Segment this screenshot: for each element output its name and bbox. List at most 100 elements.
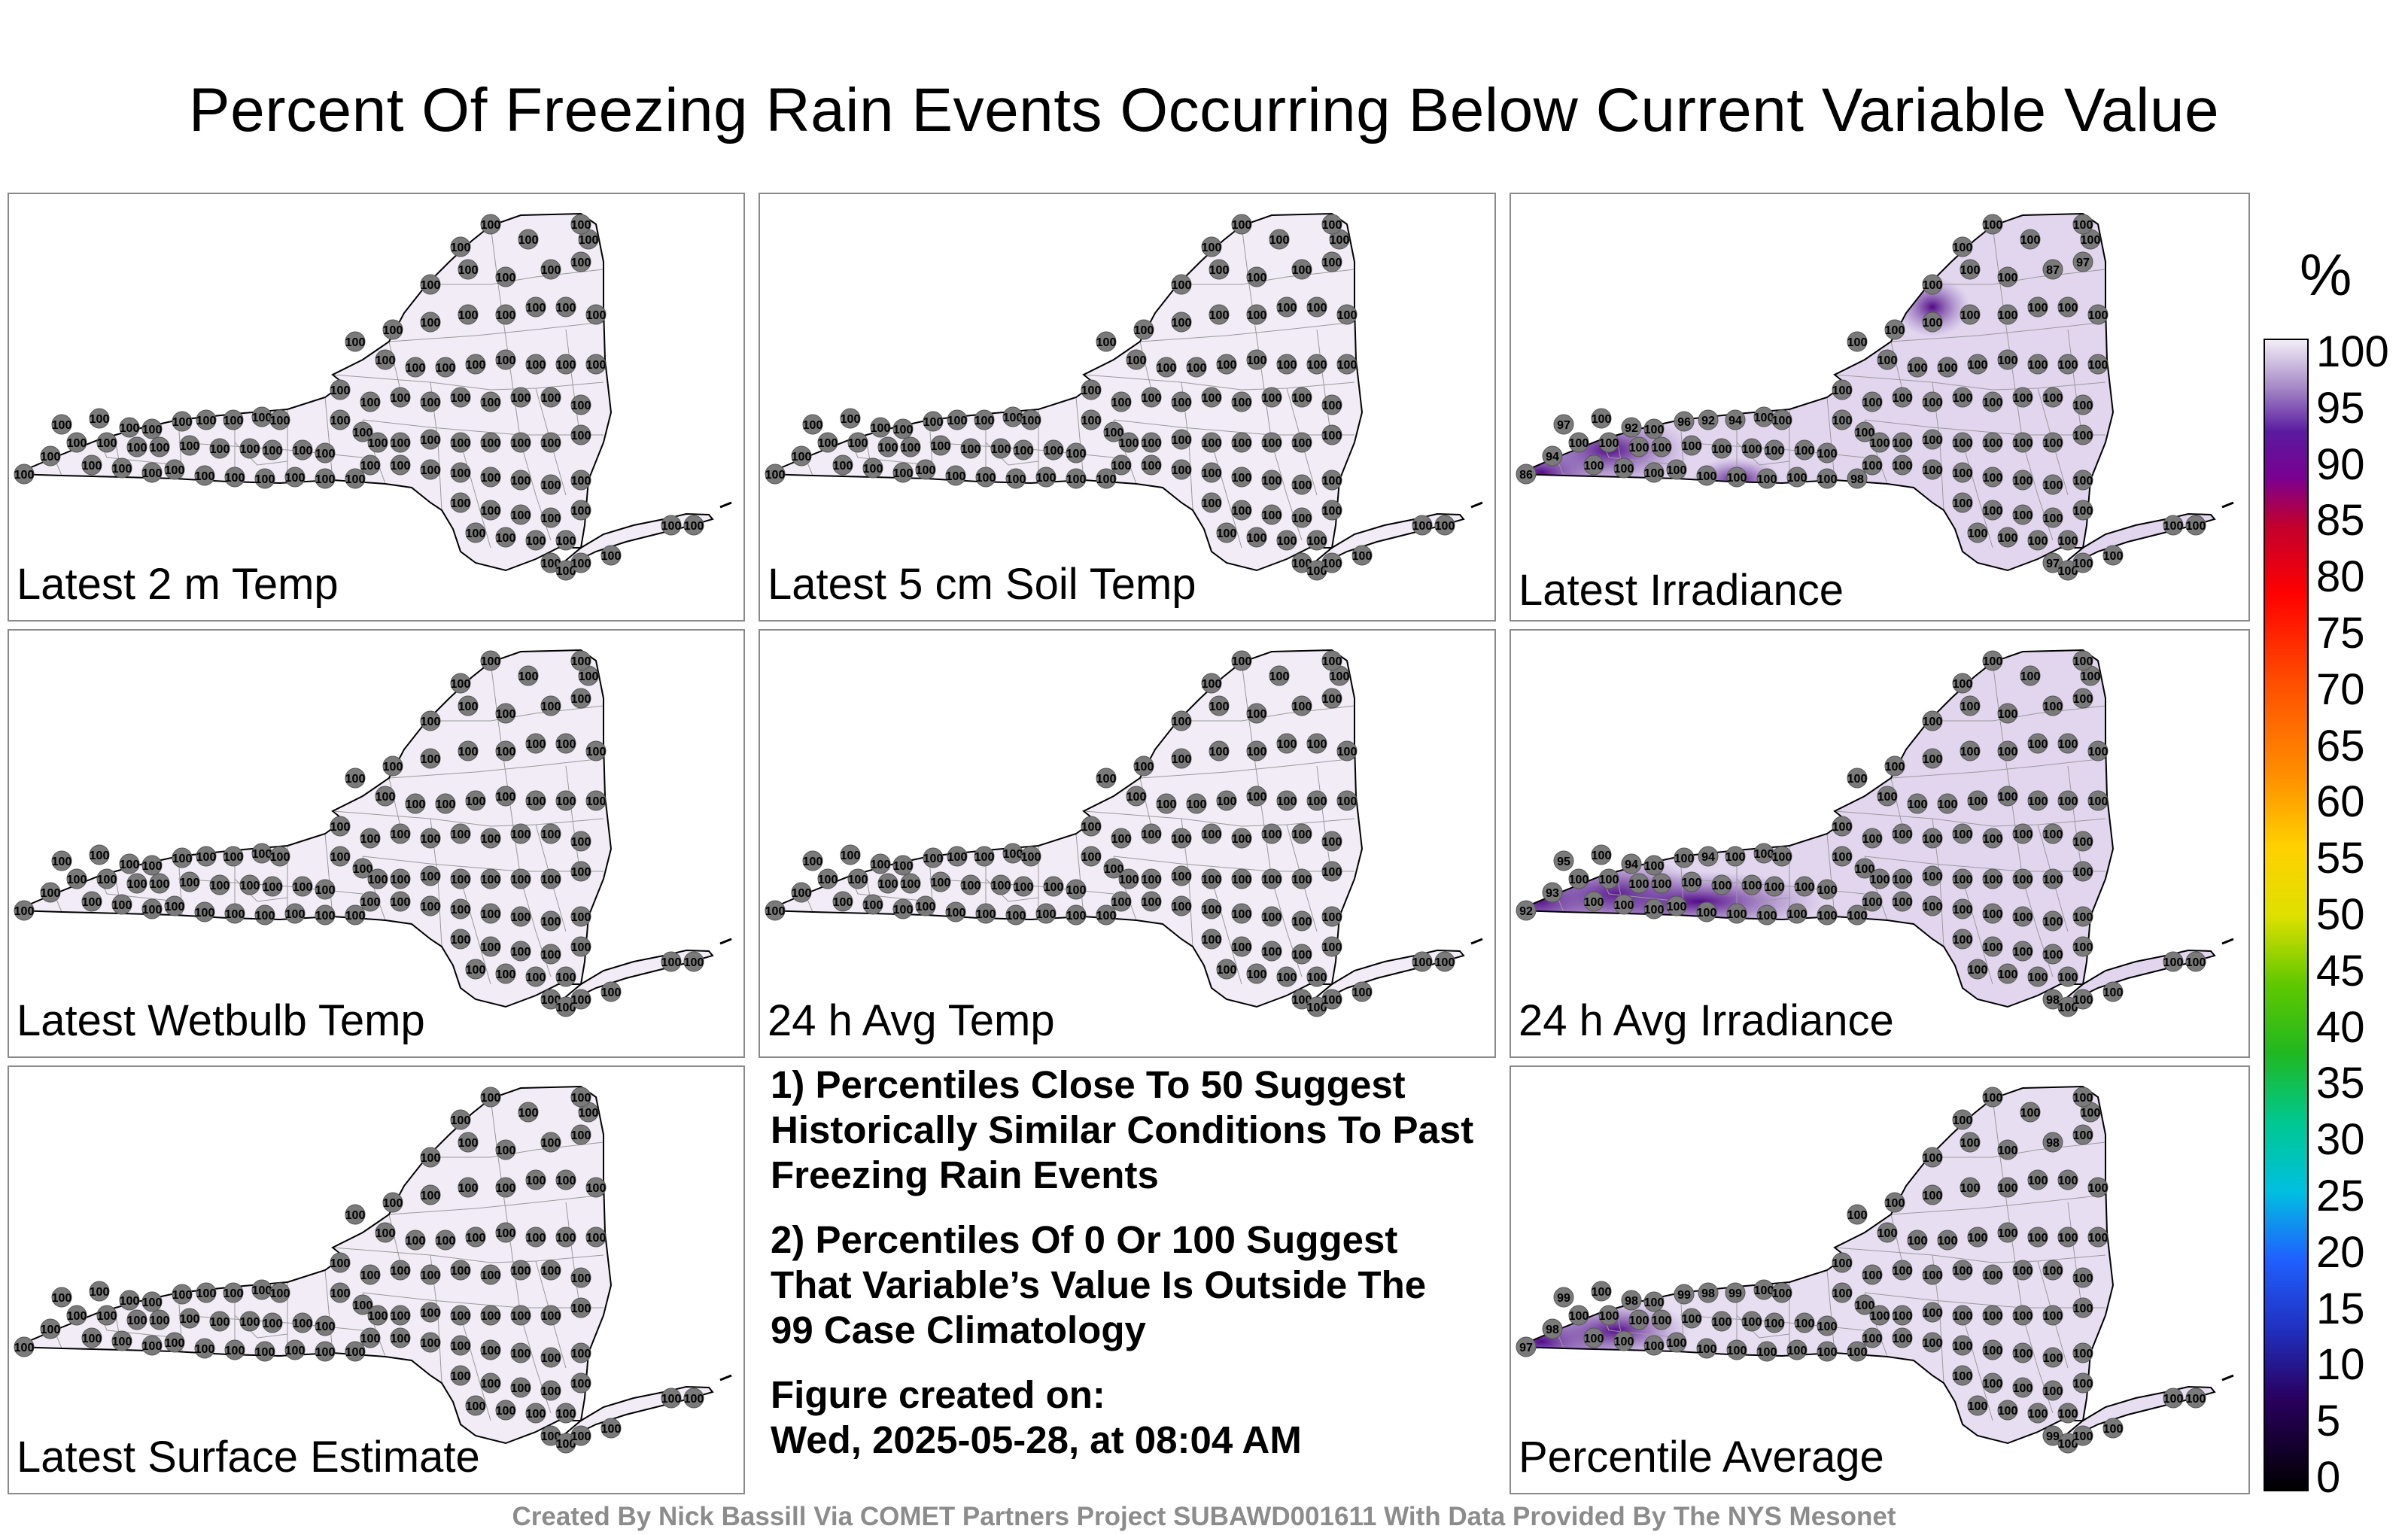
station-marker: 100 xyxy=(510,823,531,844)
station-marker: 100 xyxy=(832,454,853,476)
station-marker: 100 xyxy=(405,1230,426,1251)
station-marker: 100 xyxy=(367,868,388,889)
station-marker: 97 xyxy=(1553,414,1574,435)
station-marker: 100 xyxy=(1832,409,1853,430)
station-marker: 100 xyxy=(194,901,215,923)
station-value: 100 xyxy=(142,1340,163,1353)
station-value: 100 xyxy=(2073,400,2093,412)
station-marker: 100 xyxy=(555,1433,576,1454)
station-value: 100 xyxy=(421,716,441,728)
station-marker: 100 xyxy=(1892,1260,1913,1281)
station-marker: 100 xyxy=(600,981,622,1002)
station-value: 100 xyxy=(848,437,868,450)
station-marker: 100 xyxy=(284,1339,306,1360)
station-marker: 100 xyxy=(975,903,996,924)
station-marker: 100 xyxy=(2080,229,2101,250)
station-marker: 100 xyxy=(1854,1294,1875,1315)
colorbar-tick-label: 70 xyxy=(2316,664,2365,714)
station-value: 100 xyxy=(991,443,1011,456)
station-marker: 87 xyxy=(2042,259,2063,280)
station-value: 100 xyxy=(368,874,388,886)
station-marker: 100 xyxy=(1598,432,1619,453)
station-marker: 100 xyxy=(1020,409,1041,430)
station-marker: 100 xyxy=(900,436,921,457)
station-value: 100 xyxy=(2186,520,2206,533)
station-marker: 100 xyxy=(458,304,479,325)
station-marker: 100 xyxy=(1351,981,1373,1002)
station-marker: 100 xyxy=(1141,387,1162,408)
station-marker: 100 xyxy=(1133,755,1154,777)
station-value: 100 xyxy=(901,878,921,891)
station-value: 100 xyxy=(586,795,607,808)
station-value: 100 xyxy=(1104,427,1124,439)
station-value: 100 xyxy=(458,1137,479,1150)
station-marker: 100 xyxy=(480,936,501,957)
station-value: 100 xyxy=(1855,863,1875,876)
station-value: 100 xyxy=(1983,874,2003,886)
station-marker: 100 xyxy=(345,1204,366,1225)
station-marker: 100 xyxy=(1201,823,1222,844)
station-value: 100 xyxy=(2058,795,2078,808)
station-value: 100 xyxy=(391,874,411,886)
station-marker: 100 xyxy=(51,414,72,435)
station-marker: 100 xyxy=(1291,552,1312,573)
station-marker: 100 xyxy=(1081,816,1102,837)
station-value: 100 xyxy=(2103,550,2124,563)
station-value: 100 xyxy=(511,946,531,959)
station-value: 100 xyxy=(2013,475,2033,488)
station-value: 100 xyxy=(165,464,185,477)
station-marker: 100 xyxy=(1261,470,1282,491)
station-marker: 100 xyxy=(1643,418,1665,439)
station-marker: 100 xyxy=(2057,296,2078,318)
station-value: 100 xyxy=(586,746,607,758)
station-value: 100 xyxy=(1269,234,1290,247)
station-marker: 100 xyxy=(1869,432,1890,453)
station-value: 100 xyxy=(1847,1346,1868,1359)
station-value: 100 xyxy=(1119,437,1139,450)
station-value: 97 xyxy=(2076,257,2090,269)
station-value: 100 xyxy=(1111,460,1132,473)
station-value: 100 xyxy=(571,1272,591,1285)
station-marker: 100 xyxy=(239,874,260,895)
station-value: 100 xyxy=(1569,437,1589,450)
station-marker: 100 xyxy=(435,793,456,814)
station-marker: 100 xyxy=(2057,1403,2078,1424)
station-marker: 100 xyxy=(352,1294,373,1315)
station-marker: 100 xyxy=(2072,989,2093,1010)
station-marker: 100 xyxy=(458,1132,479,1153)
station-value: 100 xyxy=(916,901,936,913)
station-value: 100 xyxy=(1247,746,1267,758)
station-marker: 100 xyxy=(1681,871,1702,892)
station-value: 100 xyxy=(315,910,336,923)
station-marker: 100 xyxy=(570,500,591,521)
station-value: 100 xyxy=(946,470,966,483)
station-marker: 100 xyxy=(525,530,546,551)
panel-latest-surface-estimate: 100 100 100 100 100 100 100 100 100 100 100 100 100 1… xyxy=(8,1065,745,1494)
station-value: 100 xyxy=(391,392,411,405)
station-marker: 100 xyxy=(510,432,531,453)
station-value: 100 xyxy=(2043,392,2063,405)
station-value: 100 xyxy=(421,901,441,913)
station-value: 100 xyxy=(1172,871,1192,883)
station-value: 100 xyxy=(1202,437,1222,450)
station-marker: 100 xyxy=(375,1222,396,1243)
station-value: 100 xyxy=(315,1346,336,1359)
station-value: 100 xyxy=(1832,415,1853,427)
station-marker: 100 xyxy=(352,421,373,442)
station-value: 100 xyxy=(579,670,599,683)
station-marker: 100 xyxy=(1246,786,1267,807)
station-marker: 100 xyxy=(315,442,336,464)
station-marker: 100 xyxy=(1598,1305,1619,1326)
colorbar-tick-label: 60 xyxy=(2316,777,2365,827)
station-value: 100 xyxy=(1757,910,1777,923)
station-value: 100 xyxy=(1923,833,1943,846)
station-marker: 100 xyxy=(817,868,838,889)
station-marker: 100 xyxy=(450,823,471,844)
station-marker: 100 xyxy=(915,459,936,480)
station-marker: 100 xyxy=(254,468,275,489)
station-marker: 100 xyxy=(1892,1327,1913,1348)
station-value: 100 xyxy=(541,828,561,841)
station-value: 100 xyxy=(1262,437,1282,450)
